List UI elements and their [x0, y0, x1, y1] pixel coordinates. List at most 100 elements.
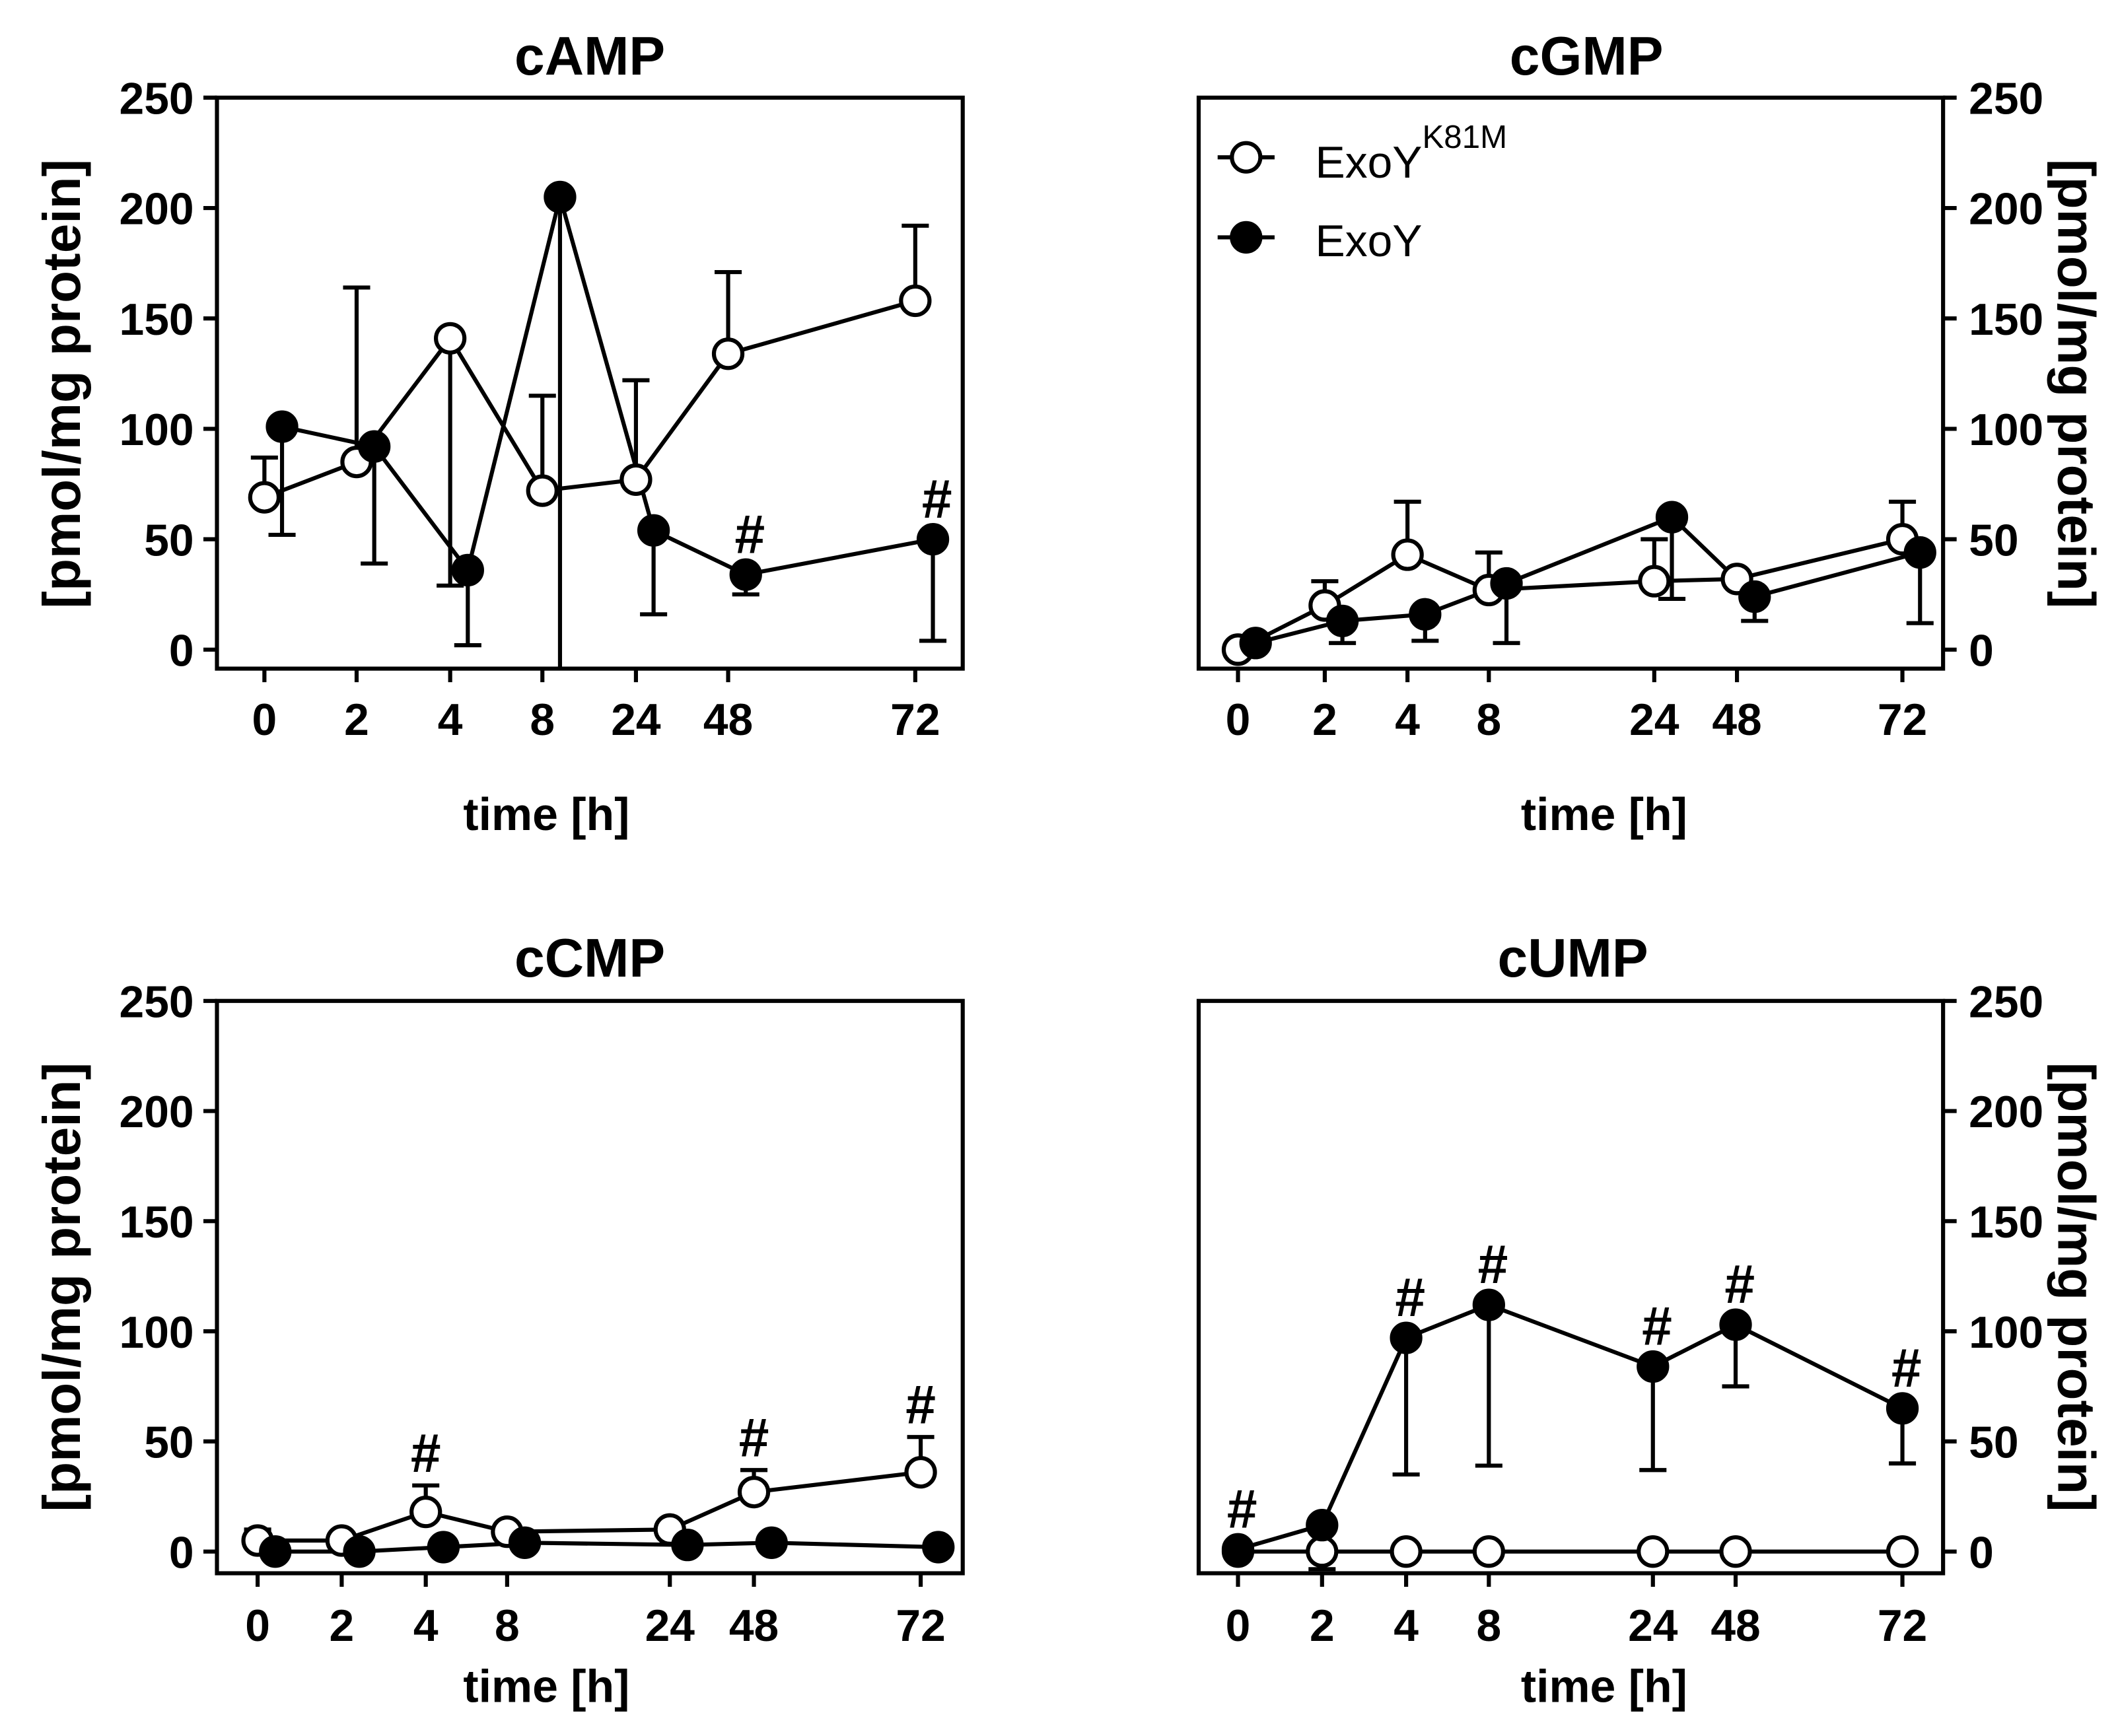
y-tick-label: 100	[1969, 1308, 2043, 1358]
x-tick-label: 8	[530, 695, 555, 745]
y-tick-label: 150	[120, 1198, 194, 1247]
filled-circle-marker	[1221, 1533, 1255, 1566]
legend-entry-exoy-k81m: ExoYK81M	[1217, 119, 1507, 188]
series-line-layer	[264, 195, 934, 577]
series-line-exoy	[281, 195, 934, 577]
significance-marker: #	[922, 469, 952, 530]
filled-circle-marker	[637, 514, 670, 547]
filled-circle-marker	[259, 1535, 292, 1568]
y-tick-label: 250	[120, 75, 194, 124]
filled-circle-marker	[451, 553, 484, 587]
y-axis-label: [pmol/mg protein]	[32, 159, 91, 609]
open-circle-marker	[1391, 538, 1424, 571]
open-circle-marker	[1719, 1535, 1752, 1568]
open-circle-marker	[899, 284, 932, 318]
x-tick-label: 4	[1394, 1601, 1419, 1651]
y-tick-label: 200	[1969, 185, 2043, 234]
significance-marker: #	[1724, 1255, 1755, 1315]
x-tick-label: 24	[645, 1601, 695, 1651]
filled-circle-marker	[1239, 627, 1272, 660]
x-tick-label: 72	[1878, 695, 1927, 745]
x-tick-label: 2	[344, 695, 369, 745]
legend-label: ExoY	[1316, 217, 1423, 266]
filled-circle-marker	[671, 1529, 704, 1562]
x-tick-label: 48	[1711, 1601, 1760, 1651]
filled-circle-marker	[508, 1526, 542, 1559]
filled-circle-marker	[1738, 580, 1771, 613]
y-axis-label: [pmol/mg protein]	[32, 1062, 91, 1512]
series-line-exoy	[1237, 1303, 1903, 1552]
open-circle-marker	[1306, 1535, 1339, 1568]
significance-marker: #	[739, 1408, 769, 1469]
y-tick-label: 250	[1969, 75, 2043, 124]
legend-label-name: ExoY	[1316, 138, 1423, 188]
x-tick-label: 8	[1477, 1601, 1502, 1651]
panel-camp: cAMP time [h] [pmol/mg protein] 0 50 100 15…	[32, 26, 965, 840]
y-tick-label: 0	[169, 626, 194, 676]
open-circle-marker	[526, 474, 559, 507]
significance-marker: #	[1227, 1479, 1257, 1539]
x-tick-label: 4	[413, 1601, 439, 1651]
error-bar-layer	[244, 1435, 935, 1541]
x-tick-label: 0	[1226, 1601, 1251, 1651]
x-tick-label: 24	[1629, 695, 1679, 745]
legend-label-superscript: K81M	[1422, 119, 1507, 155]
filled-circle-marker	[544, 180, 577, 213]
x-tick-label: 2	[1312, 695, 1337, 745]
x-tick-label: 8	[1477, 695, 1502, 745]
x-tick-label: 2	[1310, 1601, 1335, 1651]
filled-circle-marker	[922, 1531, 955, 1564]
marker-layer	[241, 1455, 955, 1568]
y-tick-label: 200	[1969, 1088, 2043, 1137]
x-axis-label: time [h]	[463, 1661, 629, 1712]
filled-circle-marker	[1637, 1350, 1670, 1383]
significance-marker: #	[1395, 1268, 1425, 1328]
panel-title: cCMP	[514, 928, 665, 989]
x-tick-label: 72	[896, 1601, 945, 1651]
x-tick-label: 2	[330, 1601, 355, 1651]
y-tick-label: 50	[144, 516, 194, 565]
plot-frame	[215, 95, 965, 671]
y-tick-label: 100	[120, 405, 194, 455]
marker-layer	[1221, 501, 1936, 666]
filled-circle-marker	[1886, 1392, 1919, 1425]
x-tick-label: 0	[245, 1601, 270, 1651]
legend: ExoYK81M ExoY	[1217, 119, 1507, 266]
filled-circle-marker	[1472, 1288, 1505, 1321]
y-tick-label: 250	[120, 977, 194, 1027]
filled-circle-marker	[1325, 604, 1359, 637]
filled-circle-marker	[1490, 567, 1523, 600]
y-tick-label: 50	[144, 1418, 194, 1468]
x-tick-label: 4	[438, 695, 463, 745]
open-circle-marker	[248, 481, 281, 514]
open-circle-marker	[434, 322, 467, 355]
y-tick-label: 150	[120, 295, 194, 345]
filled-circle-marker	[427, 1531, 460, 1564]
plot-frame	[215, 998, 965, 1576]
x-axis-label: time [h]	[1521, 788, 1687, 840]
legend-filled-circle-marker	[1230, 221, 1263, 254]
panel-title: cAMP	[514, 26, 665, 87]
filled-circle-marker	[916, 522, 950, 556]
open-circle-marker	[1472, 1535, 1505, 1568]
x-axis-label: time [h]	[1521, 1661, 1687, 1712]
series-line-exoy-k81m	[258, 1470, 921, 1543]
y-tick-label: 200	[120, 1088, 194, 1137]
filled-circle-marker	[1655, 501, 1689, 534]
y-tick-label: 0	[1969, 1528, 1994, 1578]
open-circle-marker	[1390, 1535, 1423, 1568]
open-circle-marker	[1637, 1535, 1670, 1568]
filled-circle-marker	[358, 430, 391, 463]
plot-frame	[1196, 95, 1946, 671]
x-tick-label: 48	[729, 1601, 779, 1651]
significance-layer: # # #	[411, 1375, 936, 1484]
filled-circle-marker	[1390, 1321, 1423, 1354]
panel-cgmp: cGMP time [h] [pmol/mg protein] ExoYK81M…	[1196, 26, 2106, 840]
x-tick-label: 24	[1628, 1601, 1678, 1651]
x-tick-label: 48	[1712, 695, 1761, 745]
filled-circle-marker	[265, 410, 299, 443]
error-bar-layer	[1311, 499, 1934, 645]
